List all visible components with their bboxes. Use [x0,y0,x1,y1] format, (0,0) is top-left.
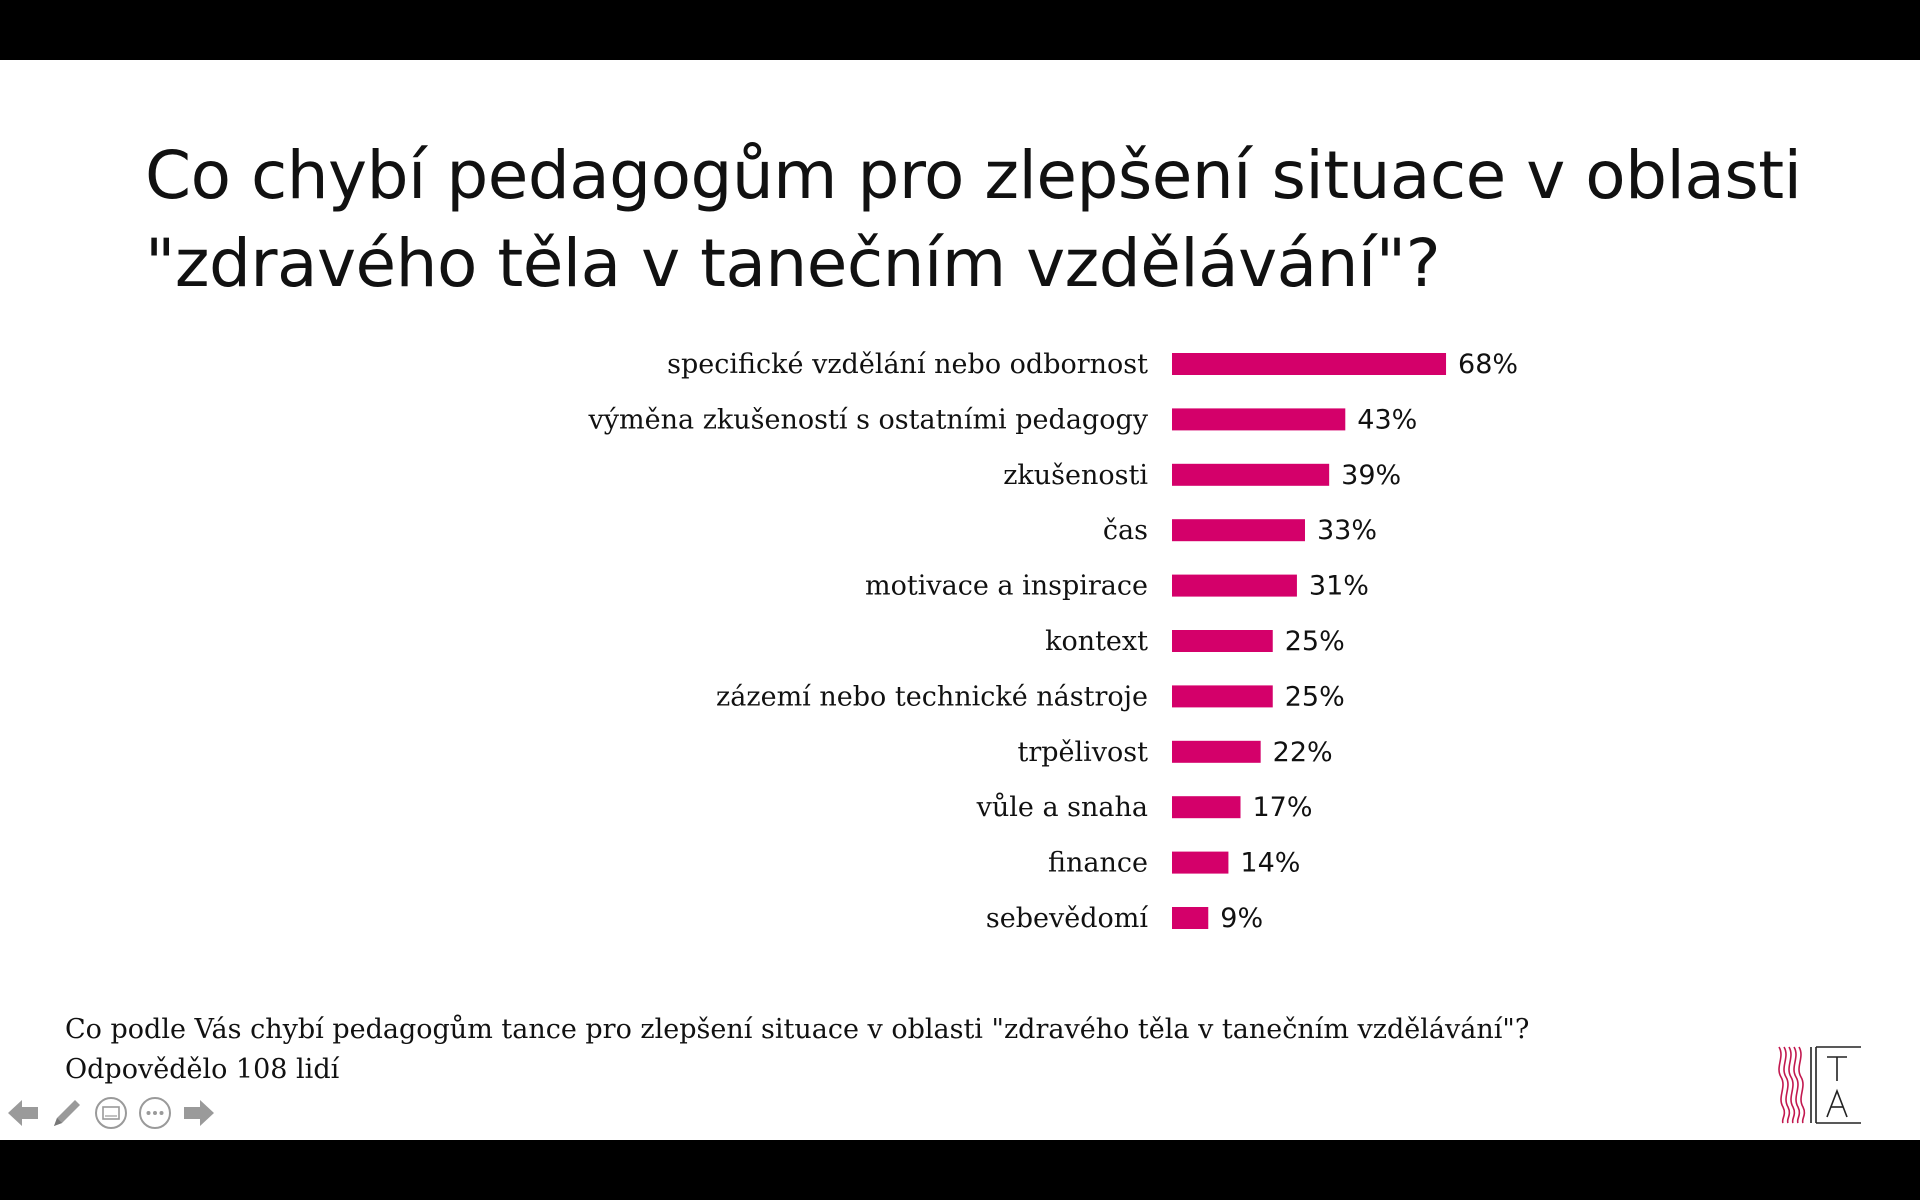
category-label: finance [1048,848,1148,879]
more-options-button[interactable] [137,1095,173,1131]
category-label: sebevědomí [986,903,1148,934]
slides-icon [95,1097,127,1129]
value-label: 9% [1220,903,1263,934]
logo [1775,1045,1865,1125]
footnote-respondents: Odpovědělo 108 lidí [65,1054,340,1085]
next-slide-button[interactable] [181,1095,217,1131]
value-label: 25% [1285,681,1345,712]
value-label: 25% [1285,626,1345,657]
bar [1172,630,1273,652]
category-label: výměna zkušeností s ostatními pedagogy [588,404,1149,435]
bar [1172,519,1305,542]
value-label: 17% [1253,792,1313,823]
letterbox-bottom [0,1140,1920,1200]
value-label: 43% [1357,404,1417,435]
slideshow-toolbar [5,1093,217,1133]
bar [1172,851,1229,874]
category-label: zázemí nebo technické nástroje [716,681,1148,712]
bar [1172,907,1209,929]
see-all-slides-button[interactable] [93,1095,129,1131]
value-label: 39% [1341,460,1401,491]
letterbox-top [0,0,1920,60]
category-label: specifické vzdělání nebo odbornost [667,349,1148,380]
arrow-left-icon [8,1100,38,1126]
category-label: vůle a snaha [976,791,1148,823]
value-label: 22% [1273,737,1333,768]
pen-tool-button[interactable] [49,1095,85,1131]
pen-icon [54,1100,80,1126]
arrow-right-icon [184,1100,214,1126]
slide-title-line-1: Co chybí pedagogům pro zlepšení situace … [145,137,1802,214]
category-label: kontext [1045,626,1148,657]
previous-slide-button[interactable] [5,1095,41,1131]
logo-waves-icon [1778,1046,1806,1124]
slide: Co chybí pedagogům pro zlepšení situace … [0,60,1920,1140]
value-label: 33% [1317,515,1377,546]
value-label: 31% [1309,571,1369,602]
category-label: motivace a inspirace [865,571,1148,602]
bar [1172,463,1330,486]
footnote: Co podle Vás chybí pedagogům tance pro z… [65,1010,1529,1090]
value-label: 14% [1240,848,1300,879]
slide-title: Co chybí pedagogům pro zlepšení situace … [145,132,1825,308]
footnote-question: Co podle Vás chybí pedagogům tance pro z… [65,1014,1530,1045]
bar [1172,796,1241,819]
bar [1172,685,1273,708]
slide-title-line-2: "zdravého těla v tanečním vzdělávání"? [145,225,1441,302]
logo-ta-icon [1810,1046,1861,1124]
bar [1172,408,1346,431]
bar [1172,740,1261,763]
category-label: zkušenosti [1003,460,1148,491]
more-icon [139,1097,171,1129]
value-label: 68% [1458,349,1518,380]
bar [1172,574,1297,597]
bar [1172,353,1447,375]
category-label: čas [1103,515,1148,546]
category-label: trpělivost [1017,737,1148,768]
